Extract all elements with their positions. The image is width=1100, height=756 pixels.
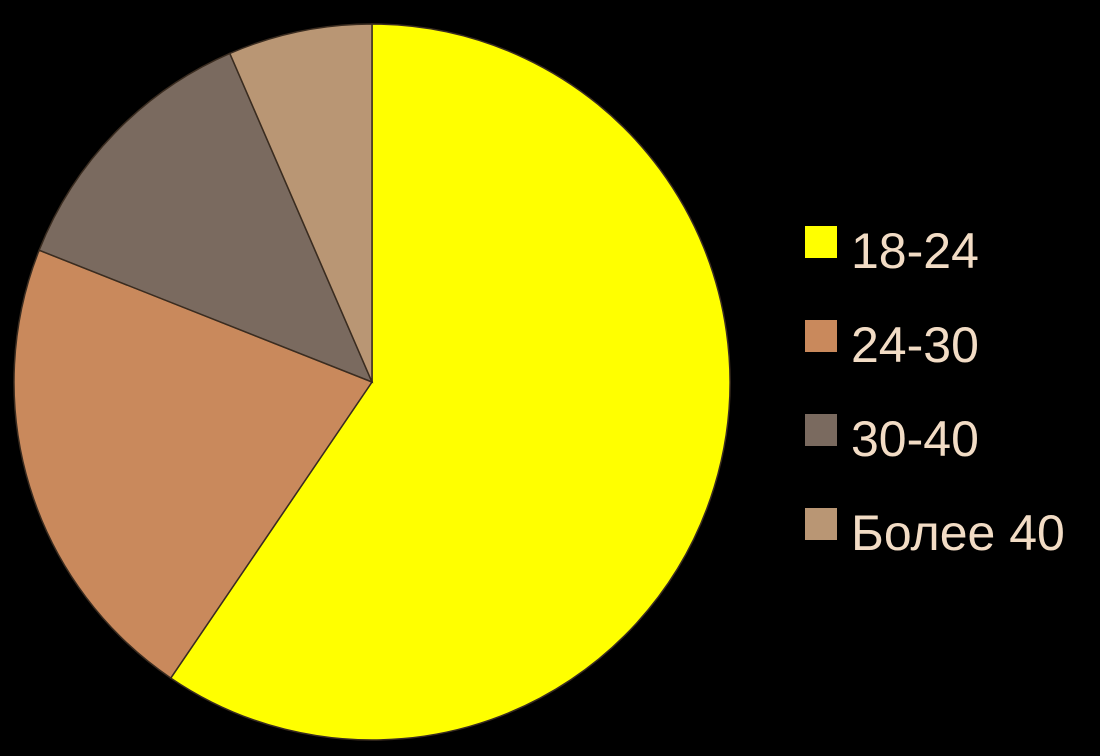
legend-swatch-3 [805,414,837,446]
legend-label-2: 24-30 [851,317,979,373]
pie-slice-4 [228,23,373,383]
legend-item-4: Более 40 [805,505,1065,561]
legend-item-3: 30-40 [805,411,979,467]
pie-slice-1 [169,23,731,741]
legend-label-1: 18-24 [851,223,979,279]
legend-swatch-2 [805,320,837,352]
pie-slice-3 [38,52,374,384]
legend-swatch-1 [805,226,837,258]
legend-swatch-4 [805,508,837,540]
legend-item-2: 24-30 [805,317,979,373]
legend-label-4: Более 40 [851,505,1065,561]
pie-slice-2 [13,249,374,680]
legend-item-1: 18-24 [805,223,979,279]
pie-slices [13,23,731,741]
legend-label-3: 30-40 [851,411,979,467]
chart-legend: 18-24 24-30 30-40 Более 40 [805,223,1065,561]
